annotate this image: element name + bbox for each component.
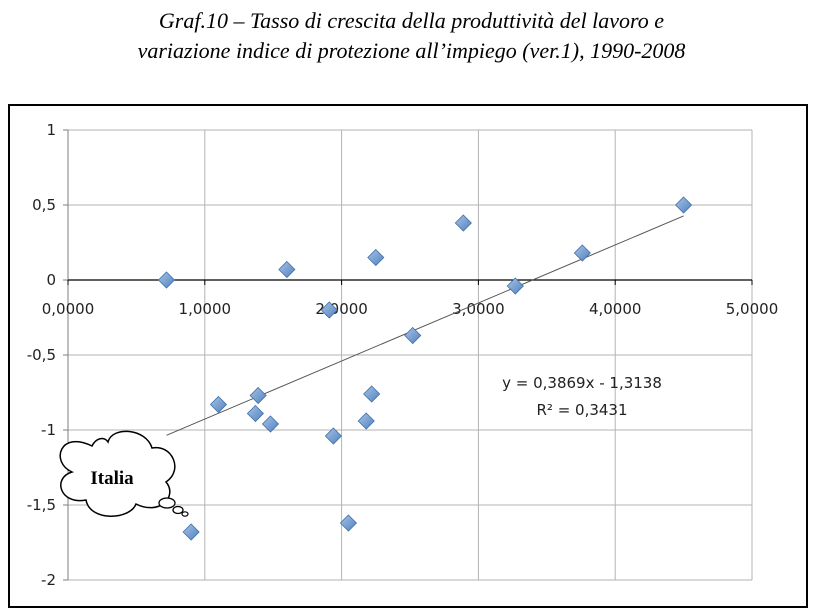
tick-labels: 10,50-0,5-1-1,5-20,0000 1,0000 2,0000 3,000… bbox=[27, 121, 779, 589]
y-tick-label: -1,5 bbox=[27, 496, 56, 514]
chart-title-line-2: variazione indice di protezione all’impi… bbox=[137, 38, 686, 63]
data-point bbox=[573, 244, 591, 262]
data-point bbox=[454, 214, 472, 232]
y-tick-label: 0,5 bbox=[32, 196, 56, 214]
y-tick-label: 1 bbox=[46, 121, 56, 139]
data-point bbox=[363, 385, 381, 403]
x-tick-label: 0,0000 bbox=[42, 300, 95, 318]
data-point bbox=[182, 523, 200, 541]
data-point bbox=[339, 514, 358, 532]
chart-title-line-1: Graf.10 – Tasso di crescita della produt… bbox=[158, 8, 665, 33]
y-tick-label: -2 bbox=[41, 571, 56, 589]
data-point bbox=[324, 427, 342, 445]
chart-frame bbox=[8, 104, 808, 608]
y-tick-label: -1 bbox=[41, 421, 56, 439]
data-points bbox=[157, 196, 693, 541]
data-point bbox=[261, 415, 280, 433]
data-point bbox=[249, 386, 267, 405]
axes bbox=[63, 129, 753, 581]
trendline bbox=[166, 215, 684, 436]
data-point bbox=[320, 301, 338, 319]
x-tick-label: 5,0000 bbox=[726, 300, 779, 318]
callout-bubble bbox=[172, 505, 184, 515]
data-point bbox=[246, 404, 264, 423]
data-point bbox=[675, 196, 693, 214]
italia-callout: Italia bbox=[59, 430, 189, 517]
x-tick-label: 3,0000 bbox=[452, 300, 505, 318]
trendline-r-squared: R² = 0,3431 bbox=[536, 401, 627, 419]
trendline-segment bbox=[166, 215, 684, 436]
trendline-equation: y = 0,3869x - 1,3138 bbox=[502, 374, 662, 392]
callout-bubble bbox=[181, 511, 189, 517]
data-point bbox=[367, 248, 385, 267]
gridlines bbox=[67, 129, 753, 581]
y-tick-label: -0,5 bbox=[27, 346, 56, 364]
x-tick-label: 4,0000 bbox=[589, 300, 642, 318]
callout-bubble bbox=[158, 497, 176, 509]
data-point bbox=[357, 412, 375, 430]
chart-title: Graf.10 – Tasso di crescita della produt… bbox=[0, 6, 823, 66]
data-point bbox=[209, 395, 228, 414]
data-point bbox=[404, 326, 422, 345]
y-tick-label: 0 bbox=[46, 271, 56, 289]
x-tick-label: 1,0000 bbox=[179, 300, 232, 318]
data-point bbox=[278, 260, 296, 279]
callout-label: Italia bbox=[90, 468, 134, 489]
data-point bbox=[506, 277, 524, 295]
data-point bbox=[157, 271, 176, 289]
